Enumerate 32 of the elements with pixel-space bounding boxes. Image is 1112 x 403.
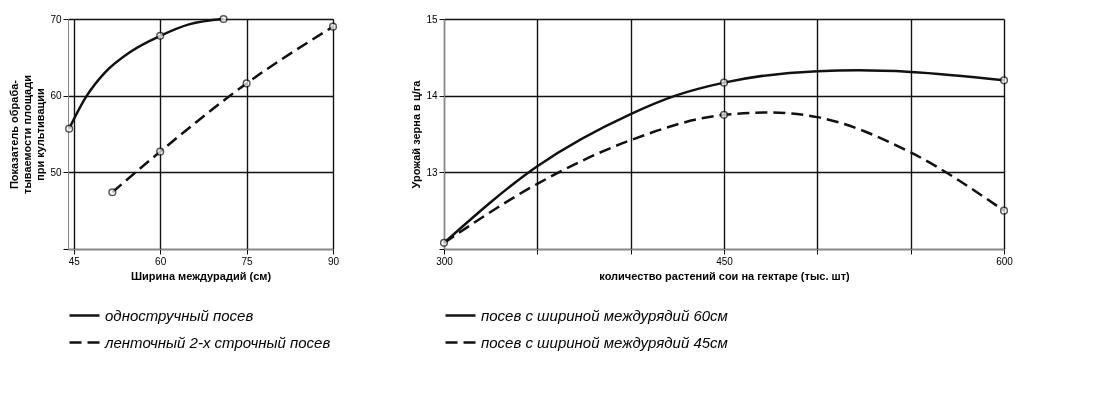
y-axis-title: Урожай зерна в ц/га [410,79,423,189]
y-tick-label: 60 [50,90,62,102]
y-tick-label: 14 [426,90,438,102]
point [999,206,1009,215]
y-tick-label: 50 [50,166,62,178]
y-tick-label: 13 [426,166,438,178]
point [328,22,338,31]
y-axis-title: Показатель обраба- тываемости площади при культивации [8,75,47,194]
x-tick-label: 75 [241,255,254,267]
x-tick-label: 60 [155,255,167,267]
x-tick-label: 600 [996,255,1014,267]
x-tick-label: 45 [68,255,81,267]
point [719,78,729,87]
legend-label: одностручный посев [105,306,254,324]
x-tick-label: 300 [436,255,454,267]
point [108,188,117,197]
legend-label: посев с шириной междурядий 45см [481,333,728,351]
x-tick-label: 90 [327,255,340,267]
point [65,124,74,133]
x-axis-title: количество растений сои на гектаре (тыс. шт) [599,269,851,282]
point [156,147,165,156]
legend-label: посев с шириной междурядий 60см [481,306,728,324]
point [999,76,1009,85]
x-tick-label: 450 [716,255,734,267]
legend-label: ленточный 2-х строчный посев [104,333,331,351]
point [719,110,729,119]
point [156,31,165,40]
y-tick-label: 70 [50,13,62,25]
point [242,79,251,88]
x-axis-title: Ширина междурадий (см) [130,269,272,282]
y-tick-label: 15 [426,13,438,25]
point [219,14,228,24]
